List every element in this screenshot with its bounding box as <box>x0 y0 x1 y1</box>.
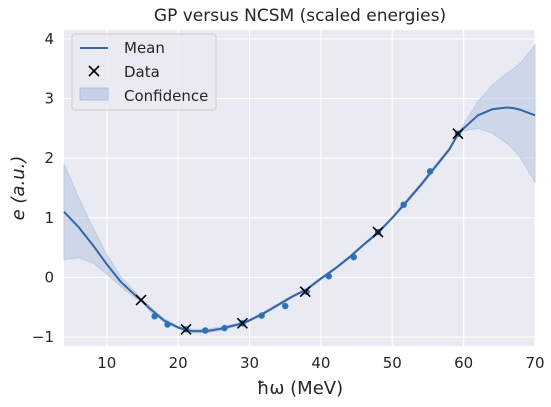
x-axis-label: ħω (MeV) <box>257 378 343 399</box>
ncsm-point <box>325 273 332 280</box>
data-markers-layer <box>135 128 464 335</box>
ncsm-point <box>350 253 357 261</box>
x-tick-label: 50 <box>383 354 402 372</box>
legend-data-swatch <box>88 65 100 77</box>
data-point-marker <box>452 128 464 140</box>
ncsm-point <box>151 312 158 320</box>
ncsm-point <box>426 168 434 175</box>
x-tick-label: 30 <box>240 354 259 372</box>
chart-title: GP versus NCSM (scaled energies) <box>154 6 446 26</box>
x-tick-label: 60 <box>454 354 473 372</box>
x-tick-label: 20 <box>169 354 188 372</box>
x-tick-labels: 10 20 30 40 50 60 70 <box>97 354 544 372</box>
ncsm-point <box>202 327 209 334</box>
y-tick-label: 1 <box>44 209 54 227</box>
x-tick-label: 10 <box>97 354 116 372</box>
y-tick-label: −1 <box>32 328 54 346</box>
ncsm-point <box>164 321 171 328</box>
ncsm-point <box>258 312 265 319</box>
y-tick-label: 2 <box>44 149 54 167</box>
ncsm-point <box>400 201 407 208</box>
legend-mean-label: Mean <box>124 39 165 57</box>
data-point-marker <box>236 317 248 329</box>
y-tick-label: 4 <box>44 30 54 48</box>
data-point-marker <box>372 226 384 238</box>
y-tick-labels: −1 0 1 2 3 4 <box>32 30 54 346</box>
x-tick-label: 40 <box>311 354 330 372</box>
legend-confidence-label: Confidence <box>124 87 208 105</box>
data-point-marker <box>299 286 311 298</box>
legend: Mean Data Confidence <box>71 33 217 111</box>
data-point-marker <box>135 294 147 306</box>
ncsm-point <box>282 302 289 310</box>
y-tick-label: 3 <box>44 90 54 108</box>
y-tick-label: 0 <box>44 268 54 286</box>
legend-data-label: Data <box>124 63 160 81</box>
gridlines <box>64 30 536 346</box>
ncsm-point <box>221 324 228 332</box>
data-point-marker <box>180 323 192 335</box>
legend-confidence-swatch <box>79 87 109 101</box>
y-axis-label: e (a.u.) <box>8 156 29 221</box>
x-tick-label: 70 <box>525 354 544 372</box>
ncsm-point <box>303 288 310 295</box>
